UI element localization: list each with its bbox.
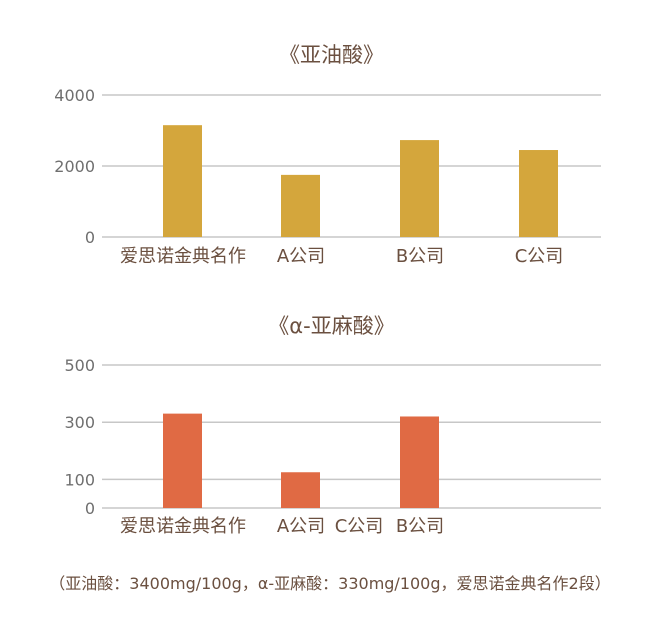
chart2-category-label-4: B公司 (396, 516, 444, 537)
chart1-bar-1 (163, 125, 202, 237)
chart2-category-label-3: C公司 (335, 516, 384, 537)
chart2-ytick-500: 500 (64, 356, 95, 375)
chart2-category-label-2: A公司 (277, 516, 325, 537)
chart2-ytick-0: 0 (85, 499, 95, 518)
chart1-bar-2 (281, 174, 320, 237)
chart1-ytick-0: 0 (85, 228, 95, 247)
chart2-title: 《α-亚麻酸》 (268, 314, 394, 338)
chart1-title: 《亚油酸》 (279, 43, 384, 67)
chart1-category-label-4: C公司 (515, 246, 564, 267)
chart1-category-label-3: B公司 (396, 246, 444, 267)
chart2-ytick-300: 300 (64, 413, 95, 432)
chart1-ytick-4000: 4000 (54, 86, 95, 105)
chart1-category-label-2: A公司 (277, 246, 325, 267)
footnote: （亚油酸：3400mg/100g，α-亚麻酸：330mg/100g，爱思诺金典名… (49, 574, 611, 593)
chart1-category-label-1: 爱思诺金典名作 (120, 246, 246, 267)
chart1-bar-3 (400, 140, 439, 237)
chart1-bar-4 (519, 150, 558, 237)
chart2-category-label-1: 爱思诺金典名作 (120, 516, 246, 537)
chart2-bar-2 (281, 472, 320, 508)
chart2-ytick-100: 100 (64, 470, 95, 489)
chart2-bar-3 (400, 416, 439, 508)
chart2-bar-1 (163, 413, 202, 508)
chart1-ytick-2000: 2000 (54, 157, 95, 176)
